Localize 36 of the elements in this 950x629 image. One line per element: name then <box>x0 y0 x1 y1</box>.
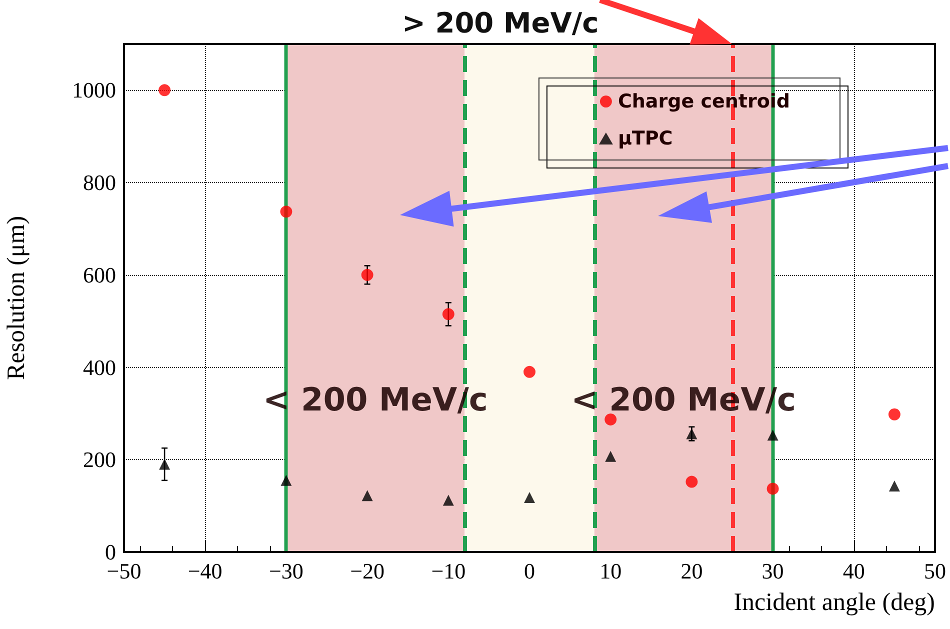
point <box>686 476 698 488</box>
legend-label: μTPC <box>618 128 673 150</box>
x-tick-label: 30 <box>762 558 784 584</box>
point <box>442 308 454 320</box>
x-tick-label: 40 <box>842 558 865 584</box>
y-axis-title: Resolution (μm) <box>3 216 30 380</box>
y-tick-label: 600 <box>83 262 116 288</box>
point <box>159 458 170 470</box>
point <box>766 482 779 495</box>
point <box>280 206 292 218</box>
point <box>158 84 171 96</box>
x-tick-label: 10 <box>600 558 622 584</box>
x-tick-label: 50 <box>924 558 946 584</box>
point <box>888 408 900 420</box>
point <box>605 450 616 462</box>
point <box>361 268 374 281</box>
x-tick-label: 0 <box>524 558 535 584</box>
x-axis-title: Incident angle (deg) <box>734 589 935 616</box>
x-tick-label: −20 <box>350 558 385 584</box>
point <box>442 494 454 506</box>
x-tick-label: −40 <box>188 558 222 584</box>
x-tick-label: −30 <box>268 558 304 584</box>
y-tick-label: 800 <box>83 170 116 196</box>
point <box>524 492 535 504</box>
y-tick-label: 1000 <box>72 78 116 103</box>
point <box>280 474 292 486</box>
point <box>767 430 778 441</box>
x-tick-label: −10 <box>431 558 466 584</box>
point <box>686 428 698 440</box>
point <box>362 490 373 502</box>
point <box>524 366 536 378</box>
chart-title: > 200 MeV/c <box>402 6 599 40</box>
y-tick-label: 400 <box>83 354 116 380</box>
x-tick-label: 20 <box>680 558 703 584</box>
y-tick-label: 200 <box>83 447 116 472</box>
point <box>888 480 900 492</box>
